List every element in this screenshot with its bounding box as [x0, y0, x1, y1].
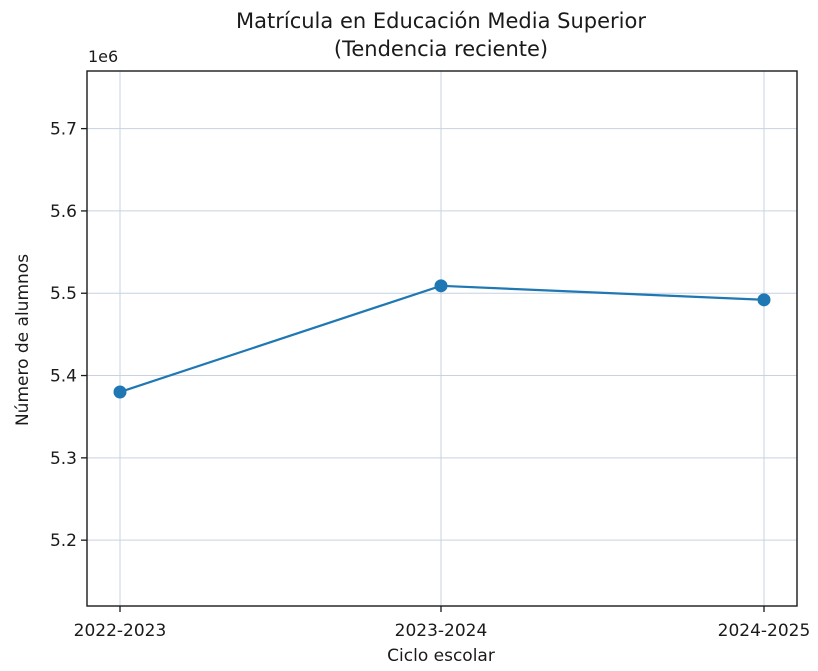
y-tick-label: 5.5	[50, 284, 77, 304]
axis-ticks: 5.2 5.3 5.4 5.5 5.6 5.7 2022-2023 2023-2024 2024…	[50, 120, 810, 641]
x-tick-label: 2023-2024	[395, 621, 488, 641]
grid-lines	[87, 71, 797, 606]
y-axis-offset-label: 1e6	[88, 47, 118, 66]
data-point-marker	[757, 293, 771, 307]
plot-area-frame	[86, 70, 798, 607]
series-line	[119, 284, 765, 394]
chart-title-line2: (Tendencia reciente)	[334, 37, 548, 61]
y-tick-label: 5.6	[50, 202, 77, 222]
x-axis-label: Ciclo escolar	[387, 646, 495, 666]
y-tick-label: 5.4	[50, 367, 77, 387]
y-tick-label: 5.3	[50, 449, 77, 469]
data-series	[113, 279, 771, 399]
y-tick-label: 5.7	[50, 120, 77, 140]
y-axis-label: Número de alumnos	[13, 254, 33, 426]
x-tick-label: 2024-2025	[718, 621, 811, 641]
y-tick-label: 5.2	[50, 531, 77, 551]
x-tick-label: 2022-2023	[74, 621, 167, 641]
data-point-marker	[113, 385, 127, 399]
data-point-marker	[434, 279, 448, 293]
chart-title-line1: Matrícula en Educación Media Superior	[236, 9, 646, 33]
